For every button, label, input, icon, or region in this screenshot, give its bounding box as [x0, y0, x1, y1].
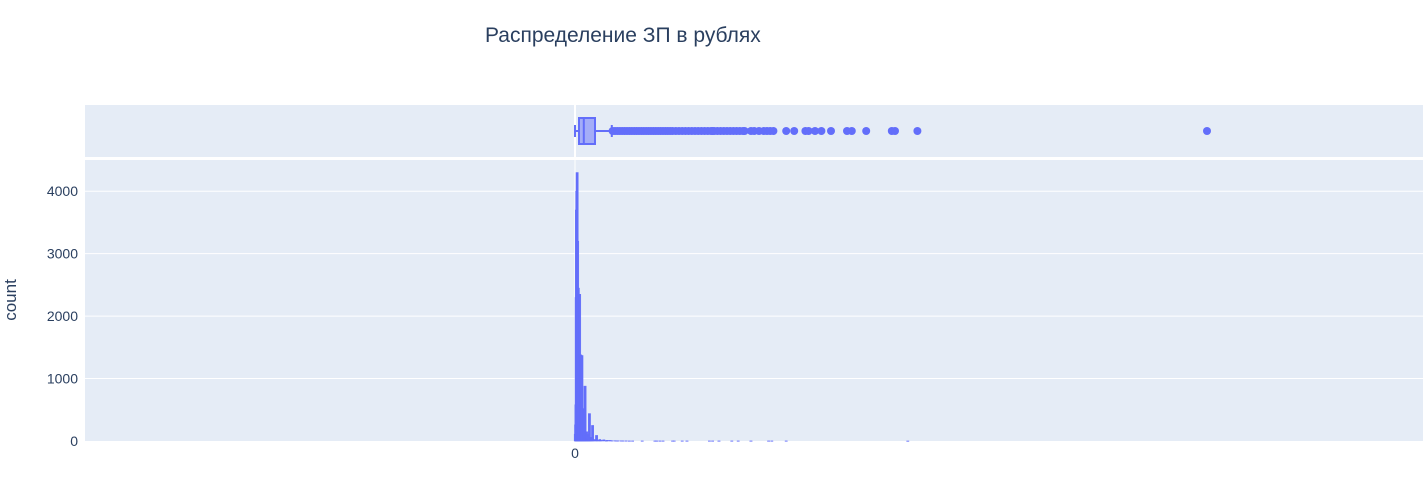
y-tick-label: 3000: [47, 246, 78, 262]
histogram-bar[interactable]: [655, 440, 659, 442]
histogram-bar[interactable]: [602, 439, 606, 442]
box-outlier-point[interactable]: [913, 127, 922, 135]
histogram-bar[interactable]: [628, 440, 631, 442]
box-outlier-point[interactable]: [782, 127, 791, 135]
box-outlier-point[interactable]: [740, 127, 749, 135]
box-outlier-point[interactable]: [1203, 127, 1211, 135]
histogram-bar[interactable]: [730, 440, 734, 442]
histogram-bar[interactable]: [736, 440, 740, 442]
y-tick-label: 0: [70, 433, 78, 449]
histogram-bar[interactable]: [770, 440, 774, 442]
histogram-bar[interactable]: [588, 413, 591, 442]
chart-title: Распределение ЗП в рублях: [485, 24, 761, 47]
box-outlier-point[interactable]: [769, 127, 778, 135]
histogram-bar[interactable]: [616, 440, 620, 442]
histogram-bar[interactable]: [767, 440, 771, 442]
y-tick-label: 1000: [47, 371, 78, 387]
box-plot: [574, 117, 613, 145]
histogram-bar[interactable]: [680, 440, 684, 442]
histogram-bar[interactable]: [640, 440, 644, 442]
histogram-bar[interactable]: [621, 440, 625, 442]
box-outlier-point[interactable]: [790, 127, 799, 135]
histogram-bar[interactable]: [595, 435, 599, 442]
box-outlier-point[interactable]: [804, 127, 813, 135]
x-axis-ticks: 0: [571, 445, 579, 461]
histogram-bars: [573, 172, 910, 442]
box-outlier-point[interactable]: [891, 127, 899, 135]
histogram-gridlines: [85, 160, 1423, 441]
x-tick-label: 0: [571, 445, 579, 461]
box-outliers: [608, 127, 1211, 135]
histogram-bar[interactable]: [711, 440, 715, 442]
histogram-bar[interactable]: [685, 440, 689, 442]
histogram-bar[interactable]: [906, 440, 910, 442]
histogram-bar[interactable]: [631, 440, 635, 442]
histogram-bar[interactable]: [708, 440, 711, 442]
histogram-bar[interactable]: [661, 440, 665, 442]
box-outlier-point[interactable]: [862, 127, 871, 135]
box-outlier-point[interactable]: [847, 127, 856, 135]
histogram-bar[interactable]: [784, 440, 788, 442]
y-axis-title: count: [1, 279, 20, 321]
histogram-bar[interactable]: [672, 440, 676, 442]
histogram-bar[interactable]: [658, 440, 662, 442]
histogram-bar[interactable]: [717, 440, 721, 442]
histogram-bar[interactable]: [591, 425, 595, 442]
histogram-plot-area: [85, 160, 1423, 441]
histogram-bar[interactable]: [624, 440, 628, 442]
y-tick-label: 2000: [47, 308, 78, 324]
box-outlier-point[interactable]: [817, 127, 826, 135]
box-iqr[interactable]: [578, 117, 596, 145]
box-outlier-point[interactable]: [811, 127, 819, 135]
y-tick-label: 4000: [47, 183, 78, 199]
histogram-bar[interactable]: [610, 440, 614, 442]
box-outlier-point[interactable]: [827, 127, 835, 135]
histogram-bar[interactable]: [749, 440, 753, 442]
y-axis-ticks: 0 1000 2000 3000 4000: [47, 183, 78, 449]
